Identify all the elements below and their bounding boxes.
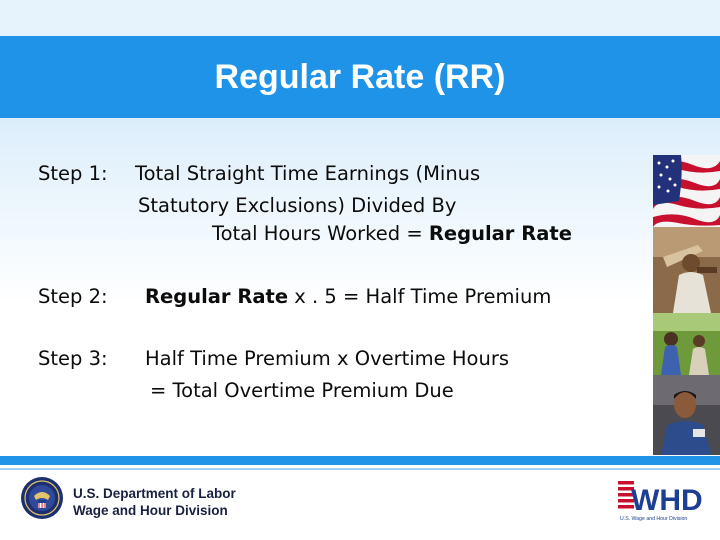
- flag-photo: [653, 155, 720, 227]
- field-photo: [653, 313, 720, 375]
- step2-regular-rate: Regular Rate: [145, 285, 289, 308]
- whd-logo-icon: WHD U.S. Wage and Hour Division: [616, 477, 710, 523]
- step1-line1: Total Straight Time Earnings (Minus: [135, 162, 481, 185]
- header-band: [0, 0, 720, 118]
- step1-line2: Statutory Exclusions) Divided By: [138, 194, 457, 217]
- step3-label: Step 3:: [38, 347, 108, 370]
- footer-divider-thin: [0, 468, 720, 470]
- dol-seal-icon: [20, 476, 64, 520]
- content-area: [0, 118, 720, 456]
- whd-logo-subtext: U.S. Wage and Hour Division: [620, 516, 687, 522]
- step2-rest: x . 5 = Half Time Premium: [288, 285, 552, 308]
- step3-line1: Half Time Premium x Overtime Hours: [145, 347, 510, 370]
- footer-divider: [0, 456, 720, 465]
- step2-text: Regular Rate x . 5 = Half Time Premium: [145, 285, 551, 308]
- slide-title: Regular Rate (RR): [214, 58, 506, 96]
- portrait-photo: [653, 375, 720, 455]
- footer-division-name: Wage and Hour Division: [73, 503, 228, 518]
- step1-label: Step 1:: [38, 162, 108, 185]
- footer-dept-name: U.S. Department of Labor: [73, 486, 236, 501]
- step1-line3: Total Hours Worked = Regular Rate: [212, 222, 572, 245]
- photo-collage: [653, 155, 720, 455]
- step1-line3-plain: Total Hours Worked =: [212, 222, 429, 245]
- step3-line2: = Total Overtime Premium Due: [150, 379, 454, 402]
- whd-logo-text: WHD: [631, 484, 703, 517]
- step2-label: Step 2:: [38, 285, 108, 308]
- worker-photo: [653, 227, 720, 313]
- step1-regular-rate: Regular Rate: [428, 222, 572, 245]
